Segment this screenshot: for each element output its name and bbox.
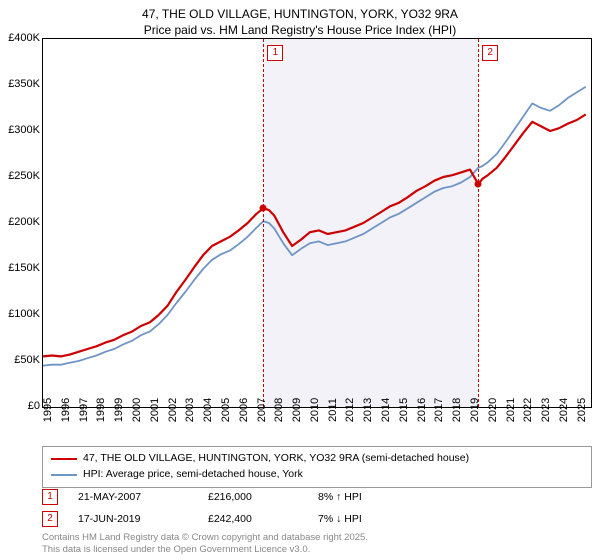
x-tick-label: 2012 <box>344 398 356 422</box>
sale-price-1: £216,000 <box>208 491 298 503</box>
y-tick-label: £400K <box>8 32 40 44</box>
x-tick-label: 2005 <box>220 398 232 422</box>
sale-delta-2: 7% ↓ HPI <box>318 513 362 525</box>
x-tick-label: 2003 <box>184 398 196 422</box>
legend-row-price: 47, THE OLD VILLAGE, HUNTINGTON, YORK, Y… <box>51 451 583 467</box>
sale-dash-line <box>263 39 264 407</box>
sale-marker-2: 2 <box>42 511 58 527</box>
y-tick-label: £300K <box>8 124 40 136</box>
y-tick-label: £200K <box>8 216 40 228</box>
series-hpi <box>43 87 586 366</box>
legend-label-hpi: HPI: Average price, semi-detached house,… <box>83 467 303 483</box>
x-tick-label: 2013 <box>362 398 374 422</box>
x-tick-label: 2004 <box>202 398 214 422</box>
sale-dot <box>260 205 267 212</box>
x-tick-label: 1996 <box>60 398 72 422</box>
y-tick-label: £100K <box>8 308 40 320</box>
chart-container: 47, THE OLD VILLAGE, HUNTINGTON, YORK, Y… <box>0 0 600 560</box>
x-tick-label: 2017 <box>433 398 445 422</box>
x-tick-label: 2016 <box>416 398 428 422</box>
sale-date-2: 17-JUN-2019 <box>78 513 188 525</box>
y-tick-label: £250K <box>8 170 40 182</box>
line-series-svg <box>43 39 591 407</box>
sale-marker-box: 2 <box>482 45 498 61</box>
legend-box: 47, THE OLD VILLAGE, HUNTINGTON, YORK, Y… <box>42 446 592 488</box>
x-tick-label: 1998 <box>95 398 107 422</box>
sale-row-2: 2 17-JUN-2019 £242,400 7% ↓ HPI <box>42 508 592 530</box>
x-tick-label: 2010 <box>309 398 321 422</box>
x-tick-label: 2020 <box>487 398 499 422</box>
x-tick-label: 1999 <box>113 398 125 422</box>
sale-row-1: 1 21-MAY-2007 £216,000 8% ↑ HPI <box>42 486 592 508</box>
series-price_paid <box>43 114 586 356</box>
x-tick-label: 2001 <box>149 398 161 422</box>
x-tick-label: 2021 <box>505 398 517 422</box>
footer-text: Contains HM Land Registry data © Crown c… <box>42 532 368 556</box>
sale-delta-1: 8% ↑ HPI <box>318 491 362 503</box>
x-tick-label: 2006 <box>238 398 250 422</box>
sale-marker-1: 1 <box>42 489 58 505</box>
x-tick-label: 2022 <box>522 398 534 422</box>
sale-marker-box: 1 <box>267 45 283 61</box>
x-tick-label: 1995 <box>42 398 54 422</box>
x-tick-label: 2000 <box>131 398 143 422</box>
y-tick-label: £0 <box>28 400 40 412</box>
x-tick-label: 1997 <box>78 398 90 422</box>
y-tick-label: £50K <box>14 354 40 366</box>
y-tick-label: £350K <box>8 78 40 90</box>
plot-region: 12 <box>42 38 592 408</box>
sale-date-1: 21-MAY-2007 <box>78 491 188 503</box>
x-tick-label: 2011 <box>327 398 339 422</box>
legend-swatch-price <box>51 458 77 460</box>
x-tick-label: 2009 <box>291 398 303 422</box>
legend-row-hpi: HPI: Average price, semi-detached house,… <box>51 467 583 483</box>
legend-label-price: 47, THE OLD VILLAGE, HUNTINGTON, YORK, Y… <box>83 451 469 467</box>
sales-table: 1 21-MAY-2007 £216,000 8% ↑ HPI 2 17-JUN… <box>42 486 592 530</box>
chart-area: 12 £0£50K£100K£150K£200K£250K£300K£350K£… <box>0 38 600 438</box>
x-tick-label: 2018 <box>451 398 463 422</box>
footer-line1: Contains HM Land Registry data © Crown c… <box>42 532 368 544</box>
x-tick-label: 2014 <box>380 398 392 422</box>
x-tick-label: 2019 <box>469 398 481 422</box>
x-tick-label: 2002 <box>167 398 179 422</box>
sale-dash-line <box>478 39 479 407</box>
x-tick-label: 2025 <box>576 398 588 422</box>
x-tick-label: 2015 <box>398 398 410 422</box>
title-line1: 47, THE OLD VILLAGE, HUNTINGTON, YORK, Y… <box>0 6 600 22</box>
title-line2: Price paid vs. HM Land Registry's House … <box>0 22 600 38</box>
y-tick-label: £150K <box>8 262 40 274</box>
x-tick-label: 2008 <box>273 398 285 422</box>
x-tick-label: 2023 <box>540 398 552 422</box>
title-block: 47, THE OLD VILLAGE, HUNTINGTON, YORK, Y… <box>0 0 600 38</box>
sale-price-2: £242,400 <box>208 513 298 525</box>
legend-swatch-hpi <box>51 474 77 476</box>
sale-dot <box>475 180 482 187</box>
x-tick-label: 2007 <box>256 398 268 422</box>
x-tick-label: 2024 <box>558 398 570 422</box>
footer-line2: This data is licensed under the Open Gov… <box>42 544 368 556</box>
